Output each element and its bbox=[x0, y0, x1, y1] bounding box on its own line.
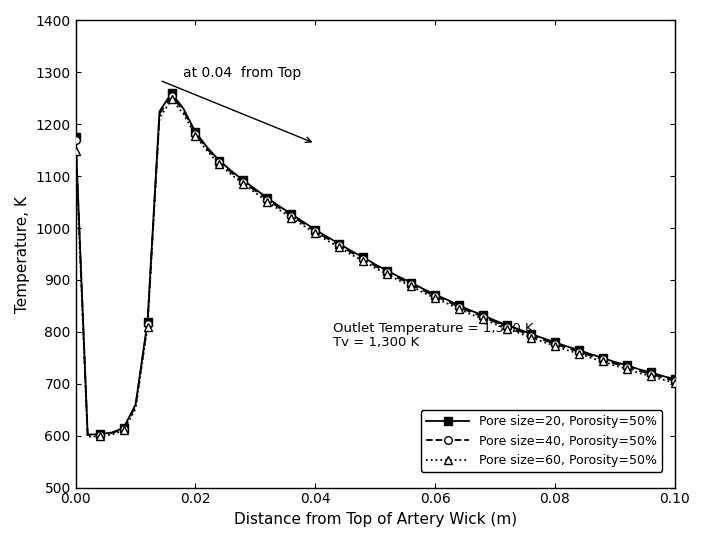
Legend: Pore size=20, Porosity=50%, Pore size=40, Porosity=50%, Pore size=60, Porosity=5: Pore size=20, Porosity=50%, Pore size=40… bbox=[421, 410, 663, 472]
X-axis label: Distance from Top of Artery Wick (m): Distance from Top of Artery Wick (m) bbox=[233, 512, 517, 527]
Y-axis label: Temperature, K: Temperature, K bbox=[15, 196, 30, 313]
Text: at 0.04  from Top: at 0.04 from Top bbox=[183, 67, 302, 80]
Text: Outlet Temperature = 1,300 K: Outlet Temperature = 1,300 K bbox=[333, 321, 534, 334]
Text: Tv = 1,300 K: Tv = 1,300 K bbox=[333, 335, 419, 349]
